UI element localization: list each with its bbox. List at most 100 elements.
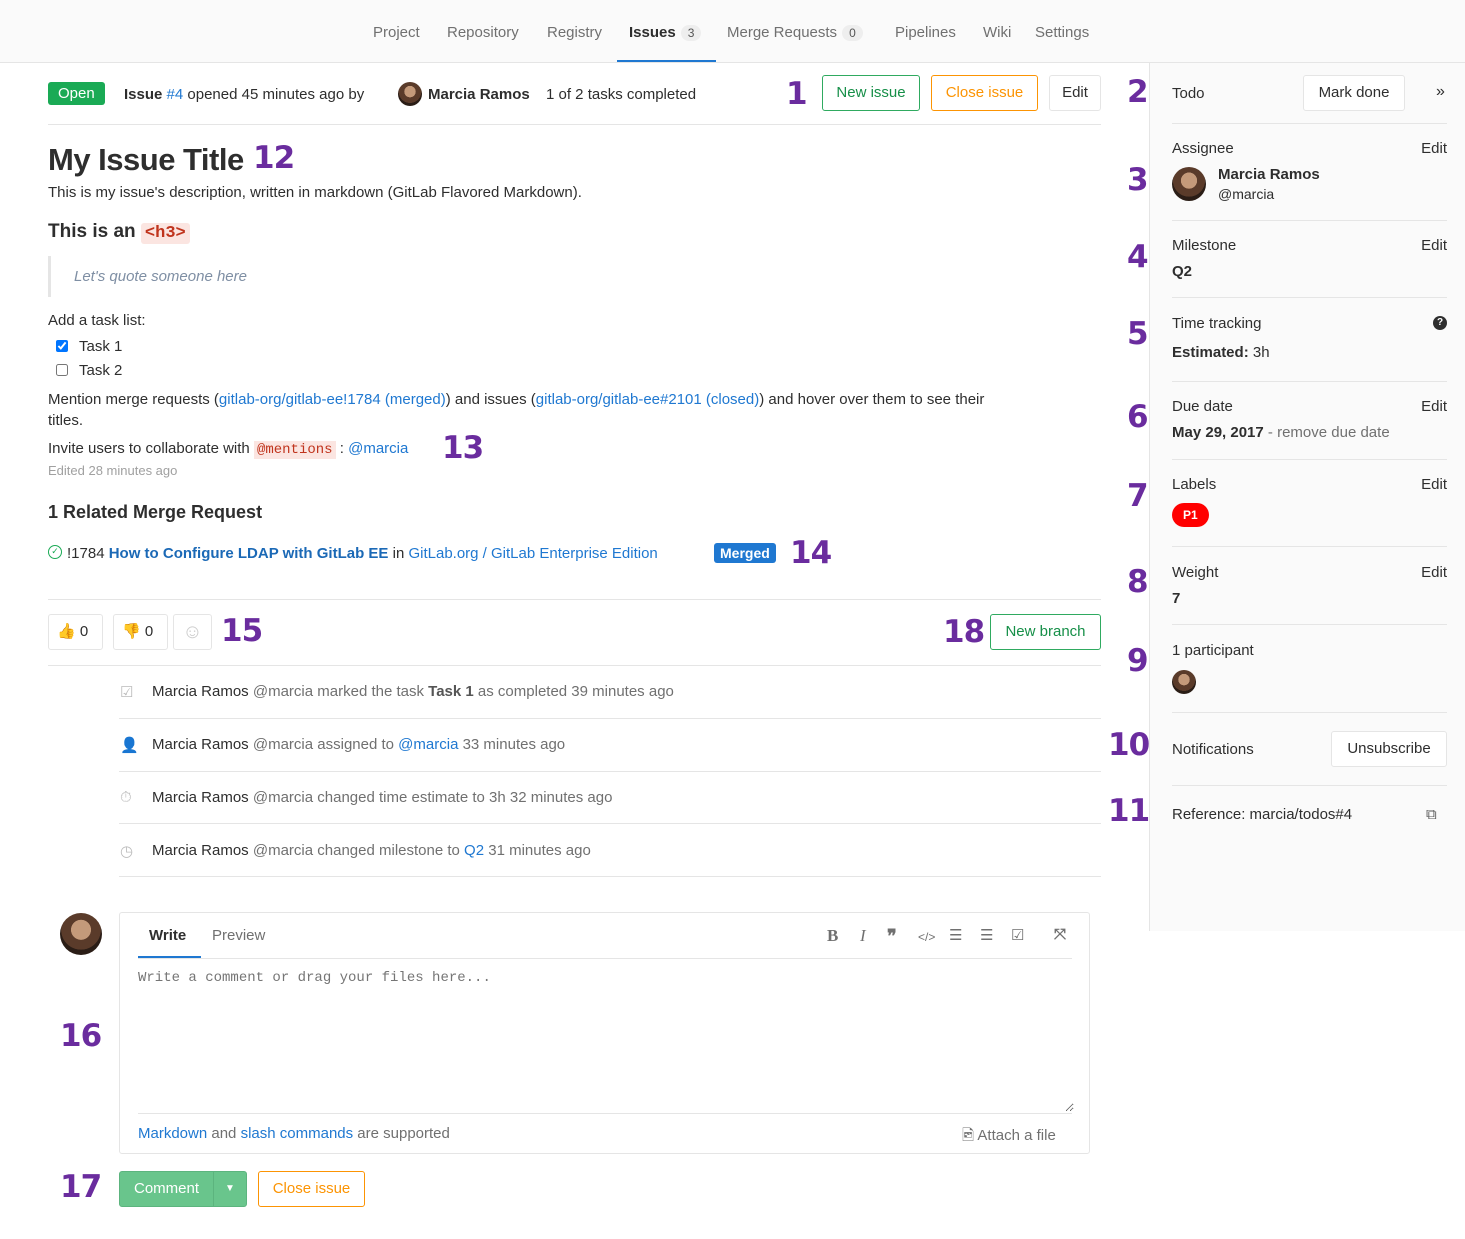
thumbsup-button[interactable]: 👍 0 — [48, 614, 103, 650]
nav-merge-requests[interactable]: Merge Requests 0 — [727, 24, 863, 41]
participant-avatar[interactable] — [1172, 670, 1196, 694]
event-text: marked the task — [317, 683, 424, 700]
event-author[interactable]: Marcia Ramos — [152, 789, 249, 806]
milestone-edit[interactable]: Edit — [1421, 237, 1447, 254]
task-list-icon[interactable]: ☑ — [1011, 927, 1025, 944]
labels-section: Labels Edit P1 — [1172, 460, 1447, 547]
remove-due-date-link[interactable]: - remove due date — [1267, 424, 1390, 441]
divider — [48, 124, 1101, 125]
event-author[interactable]: Marcia Ramos — [152, 842, 249, 859]
weight-edit[interactable]: Edit — [1421, 564, 1447, 581]
h3-text: This is an — [48, 221, 136, 242]
mr-reference-link[interactable]: gitlab-org/gitlab-ee!1784 (merged) — [218, 391, 446, 408]
issue-description: This is my issue's description, written … — [48, 184, 582, 201]
thumbsdown-button[interactable]: 👎 0 — [113, 614, 168, 650]
nav-pipelines[interactable]: Pipelines — [895, 24, 956, 41]
task-1-checkbox[interactable] — [56, 340, 68, 352]
issue-ref-link[interactable]: #4 — [166, 86, 184, 103]
assignee-edit[interactable]: Edit — [1421, 140, 1447, 157]
annotation-15: 15 — [221, 613, 263, 649]
event-link[interactable]: @marcia — [398, 736, 459, 753]
divider — [119, 823, 1101, 824]
event-text: as completed 39 minutes ago — [477, 683, 674, 700]
bullet-list-icon[interactable]: ☰ — [949, 927, 963, 944]
blockquote: Let's quote someone here — [74, 268, 247, 285]
participants-label: 1 participant — [1172, 642, 1254, 659]
copy-icon[interactable]: ⧉ — [1426, 806, 1437, 823]
assignee-avatar[interactable] — [1172, 167, 1206, 201]
clock-icon: ◷ — [120, 843, 134, 860]
italic-icon[interactable]: I — [860, 926, 866, 945]
unsubscribe-button[interactable]: Unsubscribe — [1331, 731, 1447, 767]
code-icon[interactable]: </> — [918, 930, 936, 944]
nav-settings[interactable]: Settings — [1035, 24, 1090, 41]
bold-icon[interactable]: B — [827, 926, 839, 945]
estimated-value: 3h — [1252, 344, 1270, 361]
author-name[interactable]: Marcia Ramos — [428, 86, 530, 103]
status-badge: Open — [48, 82, 105, 105]
attach-file-button[interactable]: 🖻 Attach a file — [962, 1125, 1056, 1150]
event-author[interactable]: Marcia Ramos — [152, 683, 249, 700]
annotation-4: 4 — [1127, 239, 1149, 275]
help-icon[interactable]: ? — [1433, 316, 1447, 330]
checkbox-icon: ☑ — [120, 684, 134, 701]
nav-wiki[interactable]: Wiki — [983, 24, 1012, 41]
task-2-checkbox[interactable] — [56, 364, 68, 376]
nav-project[interactable]: Project — [373, 24, 420, 41]
quote-icon[interactable]: ❞ — [887, 926, 897, 946]
todo-section: Todo Mark done » — [1172, 63, 1447, 124]
thumbsdown-icon: 👎 — [122, 623, 141, 640]
annotation-7: 7 — [1127, 478, 1149, 514]
mark-done-button[interactable]: Mark done — [1303, 75, 1405, 111]
nav-issues-label: Issues — [629, 24, 676, 41]
tab-write[interactable]: Write — [149, 927, 187, 944]
assignee-name[interactable]: Marcia Ramos — [1218, 166, 1320, 183]
event-link[interactable]: Q2 — [464, 842, 485, 859]
fullscreen-icon[interactable]: ⤧ — [1054, 926, 1067, 943]
event-text: assigned to — [317, 736, 394, 753]
event-author[interactable]: Marcia Ramos — [152, 736, 249, 753]
new-issue-button[interactable]: New issue — [822, 75, 920, 111]
author-avatar[interactable] — [398, 82, 422, 106]
due-date-label: Due date — [1172, 398, 1233, 415]
annotation-9: 9 — [1127, 643, 1149, 679]
mr-title-link[interactable]: How to Configure LDAP with GitLab EE — [108, 545, 389, 562]
mention-paragraph-cont: titles. — [48, 412, 84, 429]
nav-registry[interactable]: Registry — [547, 24, 603, 41]
edit-button[interactable]: Edit — [1049, 75, 1101, 111]
nav-repository[interactable]: Repository — [447, 24, 519, 41]
current-user-avatar[interactable] — [60, 913, 102, 955]
new-branch-button[interactable]: New branch — [990, 614, 1101, 650]
divider — [138, 958, 1072, 959]
active-tab-indicator — [138, 956, 201, 958]
annotation-5: 5 — [1127, 316, 1149, 352]
issues-count: 3 — [680, 25, 702, 41]
due-date-edit[interactable]: Edit — [1421, 398, 1447, 415]
project-link[interactable]: GitLab.org / GitLab Enterprise Edition — [408, 545, 658, 562]
nav-issues[interactable]: Issues 3 — [629, 24, 702, 41]
close-issue-button[interactable]: Close issue — [931, 75, 1038, 111]
annotation-2: 2 — [1127, 74, 1149, 110]
milestone-value[interactable]: Q2 — [1172, 263, 1193, 280]
collapse-sidebar-icon[interactable]: » — [1436, 83, 1445, 100]
event-handle: @marcia — [252, 789, 314, 806]
issue-reference-link[interactable]: gitlab-org/gitlab-ee#2101 (closed) — [535, 391, 760, 408]
labels-edit[interactable]: Edit — [1421, 476, 1447, 493]
numbered-list-icon[interactable]: ☰ — [980, 927, 994, 944]
thumbsup-icon: 👍 — [57, 623, 76, 640]
label-p1[interactable]: P1 — [1172, 503, 1209, 527]
event-text: 31 minutes ago — [488, 842, 591, 859]
text: ) and hover over them to see their — [759, 391, 985, 408]
edited-note: Edited 28 minutes ago — [48, 463, 178, 478]
close-issue-bottom-button[interactable]: Close issue — [258, 1171, 365, 1207]
add-emoji-button[interactable]: ☺ — [173, 614, 212, 650]
markdown-link[interactable]: Markdown — [138, 1125, 208, 1142]
slash-commands-link[interactable]: slash commands — [240, 1125, 354, 1142]
comment-button[interactable]: Comment — [119, 1171, 214, 1207]
annotation-13: 13 — [442, 430, 484, 466]
tab-preview[interactable]: Preview — [212, 927, 266, 944]
comment-input[interactable] — [130, 962, 1074, 1112]
user-mention-link[interactable]: @marcia — [348, 440, 409, 457]
due-date-section: Due date Edit May 29, 2017 - remove due … — [1172, 382, 1447, 460]
comment-dropdown-toggle[interactable]: ▼ — [213, 1171, 247, 1207]
